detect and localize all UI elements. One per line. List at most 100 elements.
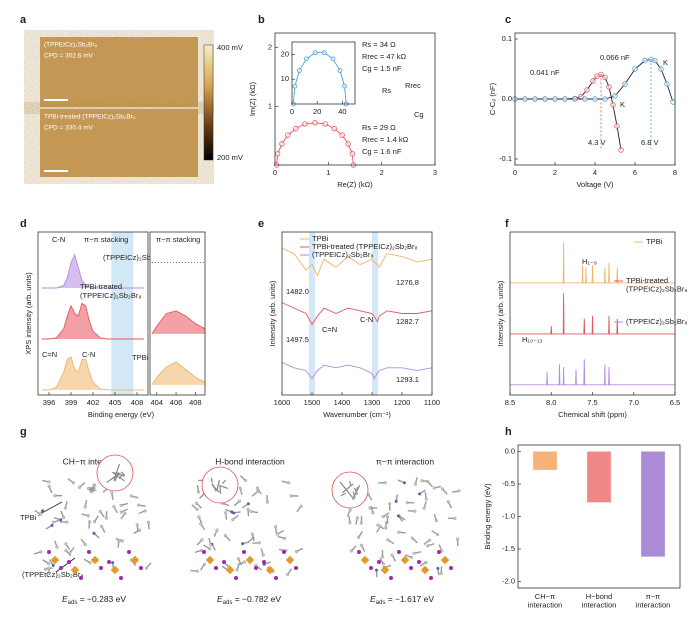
- y-axis-label: Intensity (arb. units): [496, 280, 505, 346]
- panel-g: CH−π interaction H-bond interaction π−π …: [20, 456, 434, 605]
- atom: [41, 509, 45, 513]
- atom: [440, 487, 445, 491]
- annotation: C=N: [42, 350, 57, 359]
- br-atom: [377, 560, 381, 564]
- atom: [388, 502, 392, 506]
- annotation: Rrec = 47 kΩ: [362, 52, 407, 61]
- atom: [120, 539, 124, 543]
- interaction-title: H-bond interaction: [215, 456, 285, 466]
- atom: [144, 566, 149, 570]
- afm-images: (TPPEICz)₂Sb₂Br₈ CPD = 302.6 mV TPBi-tre…: [40, 37, 243, 177]
- br-atom: [254, 566, 258, 570]
- line: [281, 302, 433, 326]
- atom: [436, 566, 440, 570]
- x-axis-label: Re(Z) (kΩ): [337, 180, 373, 189]
- annotation: H₁₀₋₁₃: [522, 335, 543, 344]
- line: [510, 293, 675, 335]
- line: [151, 361, 206, 386]
- molecule-label: TPBi: [20, 513, 37, 522]
- point: [552, 96, 558, 102]
- atom: [243, 478, 247, 482]
- annotation: 1276.8: [396, 278, 419, 287]
- atom: [62, 515, 66, 519]
- point: [612, 93, 618, 99]
- atom: [453, 516, 457, 520]
- sb-octahedron: [420, 565, 430, 575]
- atom: [231, 518, 235, 522]
- annotation: 4.3 V: [588, 138, 606, 147]
- sb-octahedron: [225, 565, 235, 575]
- atom: [422, 506, 426, 510]
- atom: [195, 507, 199, 511]
- br-atom: [59, 566, 63, 570]
- magnifier: [331, 471, 369, 509]
- atom: [200, 538, 204, 542]
- point: [293, 125, 299, 132]
- y-axis-label: C-C₀ (nF): [488, 82, 497, 115]
- panel-label: e: [258, 218, 264, 230]
- x-tick-label: 1300: [364, 398, 381, 407]
- sb-octahedron: [360, 555, 370, 565]
- molecule-label: (TPPEtCz)₂Sb₂Br₈: [22, 570, 83, 579]
- bond: [121, 471, 126, 477]
- atom: [86, 486, 91, 491]
- br-atom: [274, 576, 278, 580]
- sb-octahedron: [130, 555, 140, 565]
- atom: [357, 535, 361, 539]
- br-atom: [417, 560, 421, 564]
- point: [642, 57, 648, 64]
- x-tick-label: 20: [313, 107, 321, 116]
- br-atom: [357, 550, 361, 554]
- x-tick-label: CH−π interaction: [528, 592, 563, 610]
- legend-label: TPBi: [312, 234, 329, 243]
- atom: [86, 514, 90, 518]
- annotation: C-N: [360, 315, 373, 324]
- point: [632, 66, 638, 72]
- atom: [83, 505, 87, 509]
- molecule-render: [331, 471, 461, 580]
- br-atom: [409, 566, 413, 570]
- cpd-label: CPD = 330.4 mV: [44, 125, 94, 132]
- y-axis-label: Intensity (arb. units): [268, 280, 277, 346]
- atom: [359, 521, 363, 525]
- annotation: Cg = 1.5 nF: [362, 64, 402, 73]
- br-atom: [429, 576, 433, 580]
- point: [562, 96, 568, 102]
- area: [41, 254, 145, 289]
- x-axis-label: Chemical shift (ppm): [558, 410, 627, 419]
- annotation: 0.066 nF: [600, 53, 630, 62]
- atom: [385, 515, 390, 519]
- area: [41, 356, 145, 390]
- atom: [246, 502, 250, 506]
- x-axis-label: Voltage (V): [576, 180, 614, 189]
- x-tick-label: 408: [131, 398, 144, 407]
- br-atom: [389, 576, 393, 580]
- point: [592, 96, 598, 102]
- atom: [43, 567, 48, 571]
- atom: [359, 543, 364, 547]
- atom: [117, 539, 121, 543]
- cpd-label: CPD = 302.6 mV: [44, 53, 94, 60]
- x-tick-label: 4: [593, 168, 597, 177]
- bond: [349, 481, 352, 486]
- line: [41, 302, 145, 340]
- atom: [425, 479, 430, 483]
- point: [614, 123, 620, 129]
- annotation: Rrec = 1.4 kΩ: [362, 135, 409, 144]
- br-atom: [222, 560, 226, 564]
- x-tick-label: 396: [43, 398, 56, 407]
- br-atom: [67, 560, 71, 564]
- panel-label: c: [505, 14, 511, 26]
- chart: 0 2 4 6 8 -0.1 0.0 0.1 0.066 nF K 0.041 nF K 4.3 V 6.…: [488, 32, 677, 189]
- atom: [112, 505, 116, 509]
- point: [292, 83, 298, 89]
- y-axis-label: XPS intensity (arb. units): [24, 272, 33, 355]
- br-atom: [107, 560, 111, 564]
- panel-label: d: [20, 218, 27, 230]
- sb-octahedron: [380, 565, 390, 575]
- atom: [64, 549, 68, 553]
- line: [151, 310, 206, 335]
- atom: [294, 550, 299, 554]
- atom: [381, 562, 385, 566]
- chart: 8.5 8.0 7.5 7.0 6.5 TPBi TPBi-treated (TPPEICz)…: [496, 231, 687, 419]
